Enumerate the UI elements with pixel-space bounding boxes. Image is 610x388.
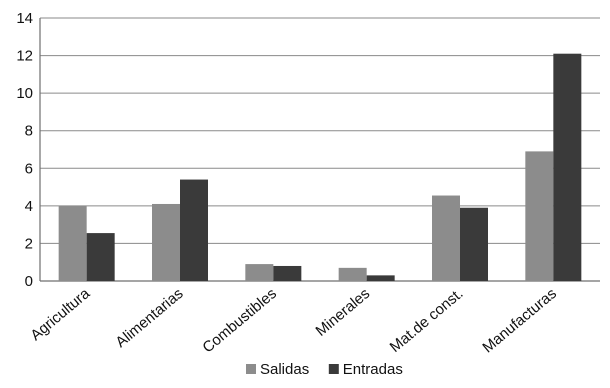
bar-salidas-2 bbox=[245, 264, 274, 281]
x-category-label: Alimentarias bbox=[112, 285, 186, 351]
bar-entradas-5 bbox=[553, 53, 582, 281]
y-tick-label: 12 bbox=[16, 48, 33, 65]
bar-salidas-0 bbox=[58, 205, 87, 281]
bar-entradas-1 bbox=[180, 179, 208, 281]
legend-swatch-salidas bbox=[246, 364, 256, 374]
x-category-label: Agricultura bbox=[27, 285, 93, 345]
legend: Salidas Entradas bbox=[246, 361, 403, 378]
bar-salidas-4 bbox=[432, 195, 460, 281]
legend-label-entradas: Entradas bbox=[343, 361, 403, 378]
bar-salidas-1 bbox=[152, 203, 180, 281]
legend-label-salidas: Salidas bbox=[260, 361, 309, 378]
x-category-label: Manufacturas bbox=[479, 285, 560, 356]
bar-salidas-5 bbox=[525, 151, 554, 281]
bar-entradas-2 bbox=[273, 265, 302, 281]
bar-entradas-0 bbox=[86, 233, 115, 281]
y-tick-label: 6 bbox=[25, 160, 33, 177]
bar-entradas-4 bbox=[460, 207, 488, 281]
x-category-label: Combustibles bbox=[199, 285, 280, 356]
y-tick-label: 8 bbox=[25, 123, 33, 140]
y-tick-label: 2 bbox=[25, 235, 33, 252]
bars bbox=[58, 53, 582, 281]
y-tick-label: 4 bbox=[25, 198, 33, 215]
x-category-label: Mat.de const. bbox=[387, 285, 467, 356]
y-tick-label: 10 bbox=[16, 85, 33, 102]
y-tick-label: 0 bbox=[25, 273, 33, 290]
gridlines bbox=[40, 17, 600, 282]
x-category-label: Minerales bbox=[312, 285, 373, 340]
bar-entradas-3 bbox=[366, 275, 395, 281]
legend-swatch-entradas bbox=[328, 364, 339, 374]
bar-salidas-3 bbox=[338, 267, 367, 281]
y-tick-label: 14 bbox=[16, 10, 33, 27]
